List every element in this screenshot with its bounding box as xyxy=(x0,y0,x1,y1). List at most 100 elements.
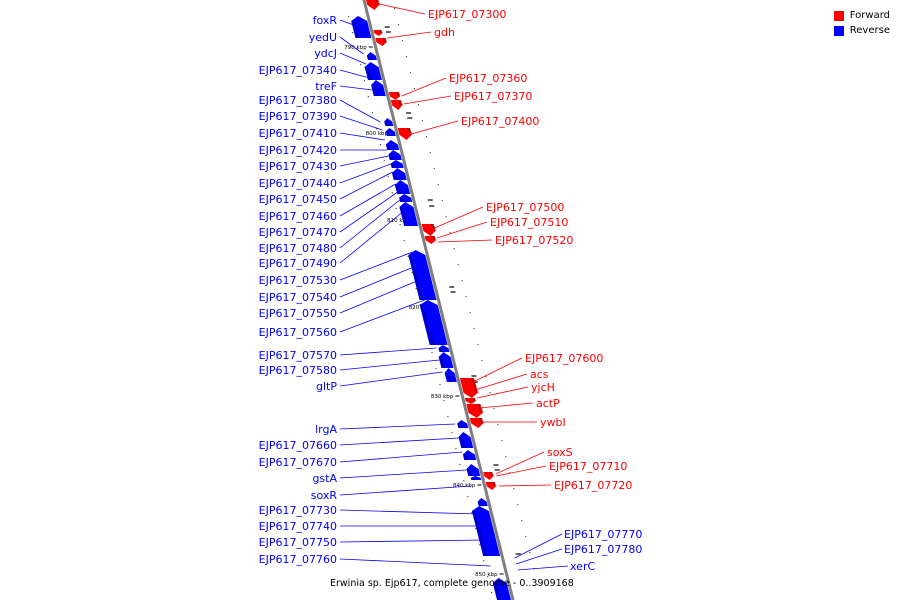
gene-shade xyxy=(371,85,379,96)
genome-backbone xyxy=(362,0,515,600)
grid-dot xyxy=(485,376,487,378)
tick-label: 830 kbp xyxy=(431,394,454,400)
forward-gene-label: gdh xyxy=(434,26,455,39)
grid-dot xyxy=(375,128,377,130)
reverse-gene-label: EJP617_07470 xyxy=(259,226,337,239)
leader-line xyxy=(515,548,563,565)
gene-body xyxy=(397,128,412,140)
reverse-gene-block xyxy=(462,450,477,460)
grid-dot xyxy=(489,392,491,394)
leader-line xyxy=(339,437,459,446)
tick-label: 840 kbp xyxy=(453,483,476,489)
grid-dot xyxy=(459,464,461,466)
reverse-gene-label: EJP617_07660 xyxy=(259,439,337,452)
gene-shade xyxy=(438,348,444,352)
leader-line xyxy=(498,484,552,487)
reverse-gene-block xyxy=(492,578,511,600)
grid-dot xyxy=(403,240,405,242)
grid-dot xyxy=(409,72,412,74)
reverse-gene-block xyxy=(471,506,501,556)
grid-dot xyxy=(441,200,443,202)
grid-dot xyxy=(443,400,445,402)
grid-dot xyxy=(481,360,483,362)
legend-label-reverse: Reverse xyxy=(849,25,890,36)
grid-dot xyxy=(387,176,389,178)
grid-dot xyxy=(479,544,481,546)
leader-line xyxy=(339,485,471,496)
forward-gene-block xyxy=(464,398,477,404)
leader-line xyxy=(339,183,396,217)
gene-shade xyxy=(385,144,392,150)
forward-gene-block xyxy=(390,100,404,110)
grid-dot xyxy=(407,256,409,258)
reverse-gene-label: lrgA xyxy=(315,423,337,436)
leader-line xyxy=(339,52,367,65)
reverse-gene-block xyxy=(466,464,481,476)
grid-dot xyxy=(449,232,451,234)
forward-gene-label: EJP617_07520 xyxy=(495,234,573,247)
leader-line xyxy=(339,347,437,356)
reverse-gene-label: ydcJ xyxy=(314,47,337,60)
reverse-gene-label: EJP617_07550 xyxy=(259,307,337,320)
leader-line xyxy=(339,132,385,141)
leader-line xyxy=(403,95,452,105)
leader-line xyxy=(339,359,440,371)
grid-dot xyxy=(429,152,431,154)
gene-shade xyxy=(406,128,413,135)
leader-line xyxy=(339,99,381,123)
grid-dot xyxy=(383,160,385,162)
grid-dot xyxy=(455,448,457,450)
gene-shade xyxy=(395,92,401,97)
leader-line xyxy=(339,155,389,167)
leader-line xyxy=(339,199,400,249)
reverse-gene-label: EJP617_07570 xyxy=(259,349,337,362)
forward-gene-label: EJP617_07500 xyxy=(486,201,564,214)
reverse-gene-label: EJP617_07490 xyxy=(259,257,337,270)
gene-shade xyxy=(471,511,488,556)
leader-line xyxy=(339,171,393,200)
gene-shade xyxy=(489,472,495,477)
leader-line xyxy=(495,451,545,475)
gene-body xyxy=(365,0,380,10)
leader-line xyxy=(411,120,459,135)
gene-shade xyxy=(397,100,404,106)
forward-gene-block xyxy=(469,418,485,428)
forward-gene-label: acs xyxy=(530,368,549,381)
reverse-gene-label: EJP617_07580 xyxy=(259,364,337,377)
reverse-gene-block xyxy=(399,202,419,226)
leader-line xyxy=(339,69,370,79)
reverse-gene-block xyxy=(438,352,454,368)
grid-dot xyxy=(471,512,473,514)
grid-dot xyxy=(413,88,415,90)
reverse-gene-label: treF xyxy=(315,80,337,93)
grid-dot xyxy=(505,456,507,458)
gene-shade xyxy=(366,55,372,60)
grid-dot xyxy=(461,280,463,282)
leader-line xyxy=(479,402,534,409)
tick-label: 820 kbp xyxy=(409,305,432,311)
reverse-gene-block xyxy=(477,498,488,506)
grid-dot xyxy=(437,184,439,186)
gene-body xyxy=(469,418,484,428)
grid-dot xyxy=(359,64,362,66)
forward-gene-block xyxy=(397,128,413,140)
grid-dot xyxy=(457,264,459,266)
gene-body xyxy=(471,506,501,556)
grid-dot xyxy=(394,8,396,10)
reverse-gene-block xyxy=(385,128,396,136)
leader-line xyxy=(339,469,467,479)
reverse-gene-block xyxy=(399,194,413,202)
reverse-gene-label: EJP617_07450 xyxy=(259,193,337,206)
grid-dot xyxy=(431,352,433,354)
forward-gene-block xyxy=(373,30,383,36)
leader-line xyxy=(339,191,398,233)
leader-line xyxy=(339,279,420,314)
gene-shade xyxy=(385,131,391,136)
grid-dot xyxy=(425,136,427,138)
gene-shade xyxy=(466,469,473,476)
forward-gene-label: ywbI xyxy=(540,416,566,429)
grid-dot xyxy=(473,328,475,330)
gene-shade xyxy=(390,163,396,168)
